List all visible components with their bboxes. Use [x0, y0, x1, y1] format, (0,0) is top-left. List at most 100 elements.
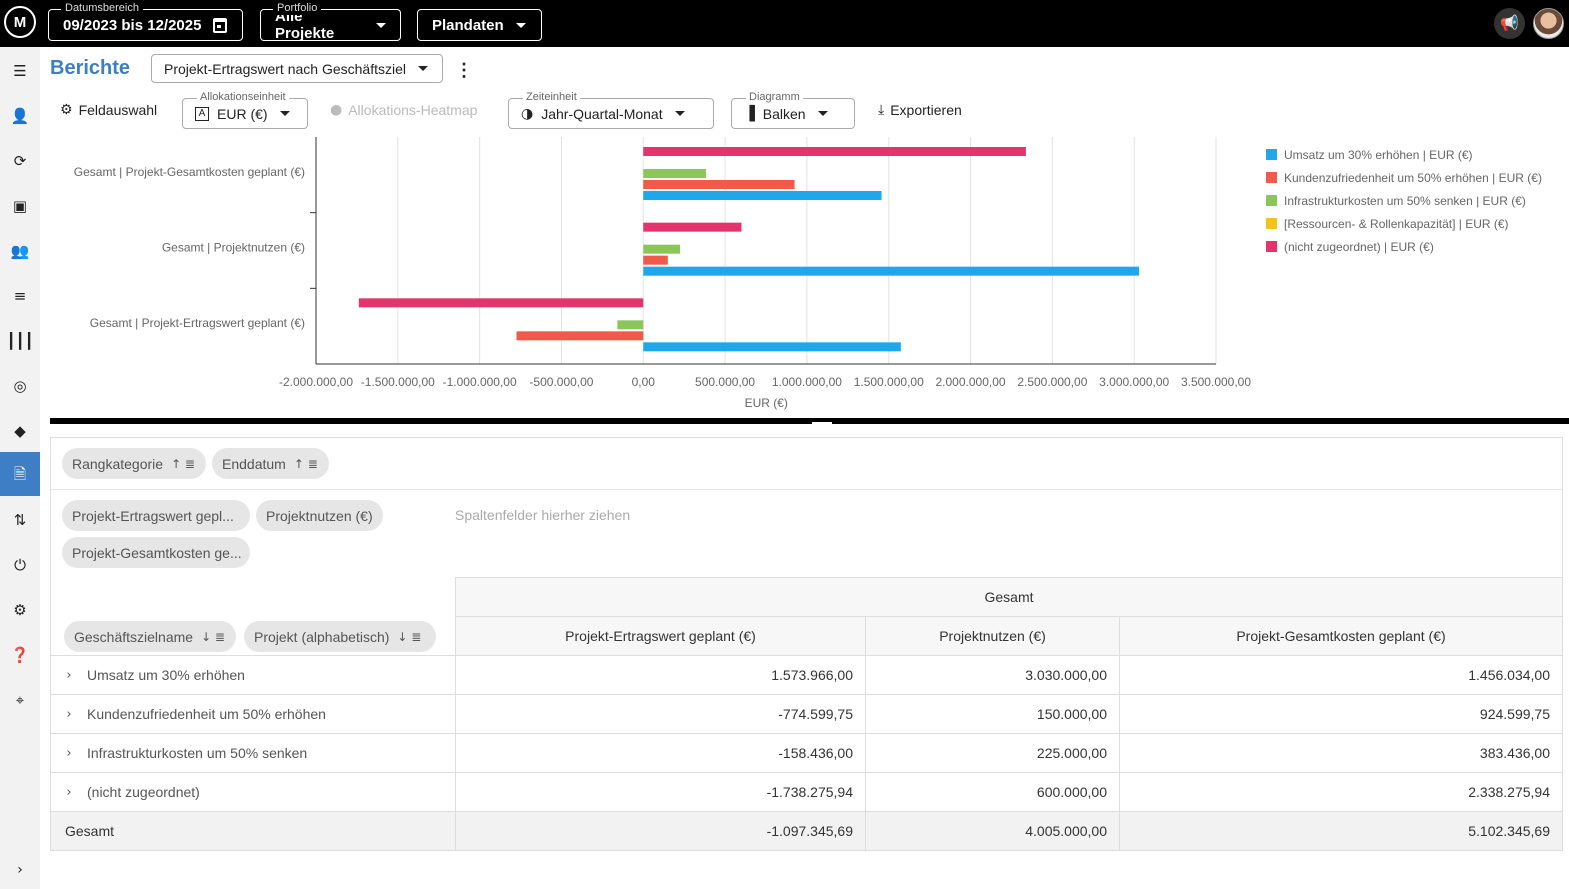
y-tick-label: Gesamt | Projektnutzen (€) — [162, 241, 305, 255]
diagram-legend: Diagramm — [746, 90, 803, 104]
cell: 600.000,00 — [865, 772, 1120, 812]
chevron-right-icon[interactable]: › — [66, 667, 72, 683]
chevron-right-icon[interactable]: › — [66, 745, 72, 761]
heatmap-button[interactable]: ● Allokations-Heatmap — [330, 102, 477, 118]
time-unit-select[interactable]: Zeiteinheit ◑ Jahr-Quartal-Monat — [508, 90, 714, 129]
legend-swatch — [1266, 218, 1277, 229]
palette-icon: ● — [330, 102, 343, 118]
app-logo[interactable]: M — [4, 6, 36, 38]
sort-filter-icon[interactable]: ↓ ≣ — [201, 629, 225, 644]
gear-icon[interactable]: ⚙ — [13, 600, 27, 619]
text-format-icon: A — [195, 106, 209, 121]
table-row-label[interactable]: › (nicht zugeordnet) — [51, 772, 455, 811]
cell: -1.738.275,94 — [455, 772, 866, 812]
contact-icon[interactable]: ▣ — [12, 196, 28, 215]
allocation-unit-legend: Allokationseinheit — [197, 90, 289, 104]
column-header[interactable]: Projekt-Ertragswert geplant (€) — [455, 616, 866, 656]
y-tick-label: Gesamt | Projekt-Ertragswert geplant (€) — [90, 316, 305, 330]
row-chip-project[interactable]: Projekt (alphabetisch) ↓ ≣ — [244, 621, 436, 652]
table-row-label[interactable]: › Kundenzufriedenheit um 50% erhöhen — [51, 694, 455, 733]
portfolio-select[interactable]: Portfolio Alle Projekte — [260, 1, 401, 42]
x-tick-label: 1.500.000,00 — [854, 375, 924, 389]
legend-swatch — [1266, 195, 1277, 206]
avatar[interactable] — [1533, 8, 1564, 39]
bar — [643, 255, 668, 265]
allocation-unit-value: EUR (€) — [217, 105, 268, 122]
more-options-icon[interactable]: ⋮ — [455, 60, 473, 80]
table-row-label[interactable]: › Infrastrukturkosten um 50% senken — [51, 733, 455, 772]
legend-label: Infrastrukturkosten um 50% senken | EUR … — [1284, 194, 1526, 208]
column-drop-zone[interactable]: Spaltenfelder hierher ziehen — [455, 507, 631, 523]
reports-icon[interactable]: 🗎 — [0, 452, 40, 496]
value-chip-earned[interactable]: Projekt-Ertragswert gepl... — [62, 500, 250, 531]
value-chip-benefit[interactable]: Projektnutzen (€) — [256, 500, 383, 531]
sort-filter-icon[interactable]: ↓ ≣ — [397, 629, 422, 644]
cell: 1.573.966,00 — [455, 655, 866, 695]
chip-label: Geschäftszielname — [74, 628, 194, 645]
filter-chip-rank[interactable]: Rangkategorie ↑ ≣ — [62, 448, 206, 479]
bar — [643, 180, 795, 189]
bar — [617, 320, 644, 330]
bar — [643, 244, 681, 254]
plandata-value: Plandaten — [432, 16, 504, 34]
megaphone-icon[interactable]: 📢 — [1494, 8, 1525, 39]
list-icon[interactable]: ≡ — [13, 286, 27, 305]
date-range-legend: Datumsbereich — [61, 1, 143, 15]
export-button[interactable]: ⤓ Exportieren — [878, 102, 962, 118]
gear-icon: ⚙ — [60, 102, 73, 118]
legend-label: (nicht zugeordnet) | EUR (€) — [1284, 240, 1434, 254]
cell: 150.000,00 — [865, 694, 1120, 734]
x-tick-label: -1.000.000,00 — [443, 375, 517, 389]
heatmap-label: Allokations-Heatmap — [348, 102, 478, 118]
plug-icon[interactable]: ⏻ — [14, 555, 26, 574]
help-icon[interactable]: ❓ — [10, 645, 30, 664]
separator — [51, 489, 1562, 490]
chevron-down-icon — [279, 111, 290, 116]
row-label: Gesamt — [65, 823, 115, 839]
chevron-down-icon — [515, 22, 526, 28]
page-title: Berichte — [50, 57, 131, 79]
columns-icon[interactable]: ┃┃┃ — [6, 331, 34, 350]
total-row-label: Gesamt — [51, 811, 455, 850]
chevron-right-icon[interactable]: › — [66, 784, 72, 800]
bar — [358, 298, 644, 308]
column-header[interactable]: Projektnutzen (€) — [865, 616, 1120, 656]
user-list-icon[interactable]: 👤 — [10, 106, 30, 125]
resize-divider[interactable] — [50, 418, 1569, 424]
value-chip-cost[interactable]: Projekt-Gesamtkosten ge... — [62, 537, 250, 568]
compass-icon[interactable]: ⌖ — [15, 690, 25, 709]
refresh-icon[interactable]: ⟳ — [13, 151, 27, 170]
drag-handle[interactable] — [812, 422, 832, 424]
sort-filter-icon[interactable]: ↑ ≣ — [171, 456, 195, 471]
field-selection-label: Feldauswahl — [78, 102, 158, 118]
plandata-select[interactable]: Plandaten — [417, 9, 542, 41]
chevron-right-icon[interactable]: › — [66, 706, 72, 722]
chevron-down-icon — [674, 111, 685, 116]
allocation-unit-select[interactable]: Allokationseinheit A EUR (€) — [182, 90, 308, 129]
cell: -774.599,75 — [455, 694, 866, 734]
menu-icon[interactable]: ☰ — [13, 61, 27, 80]
diagram-value: Balken — [762, 105, 806, 122]
diagram-select[interactable]: Diagramm ▐ Balken — [731, 90, 855, 129]
swap-icon[interactable]: ⇅ — [13, 510, 27, 529]
target-icon[interactable]: ◎ — [13, 376, 27, 395]
x-tick-label: 1.000.000,00 — [772, 375, 842, 389]
bar — [516, 331, 644, 341]
chevron-down-icon — [417, 66, 428, 71]
x-tick-label: 3.000.000,00 — [1099, 375, 1169, 389]
sort-filter-icon[interactable]: ↑ ≣ — [293, 456, 318, 471]
filter-chip-enddate[interactable]: Enddatum ↑ ≣ — [212, 448, 329, 479]
field-selection-button[interactable]: ⚙ Feldauswahl — [60, 102, 157, 118]
column-header[interactable]: Projekt-Gesamtkosten geplant (€) — [1119, 616, 1563, 656]
date-range-field[interactable]: Datumsbereich 09/2023 bis 12/2025 — [48, 1, 243, 41]
table-row-label[interactable]: › Umsatz um 30% erhöhen — [51, 655, 455, 694]
row-chip-goal[interactable]: Geschäftszielname ↓ ≣ — [64, 621, 236, 652]
people-icon[interactable]: 👥 — [10, 241, 30, 260]
chip-label: Rangkategorie — [72, 455, 164, 472]
calendar-icon[interactable] — [213, 17, 228, 33]
expand-sidebar-icon[interactable]: › — [17, 862, 23, 878]
cell: 2.338.275,94 — [1119, 772, 1563, 812]
x-tick-label: 500.000,00 — [695, 375, 755, 389]
direction-icon[interactable]: ◆ — [14, 421, 26, 440]
report-select[interactable]: Projekt-Ertragswert nach Geschäftsziel — [151, 54, 443, 83]
